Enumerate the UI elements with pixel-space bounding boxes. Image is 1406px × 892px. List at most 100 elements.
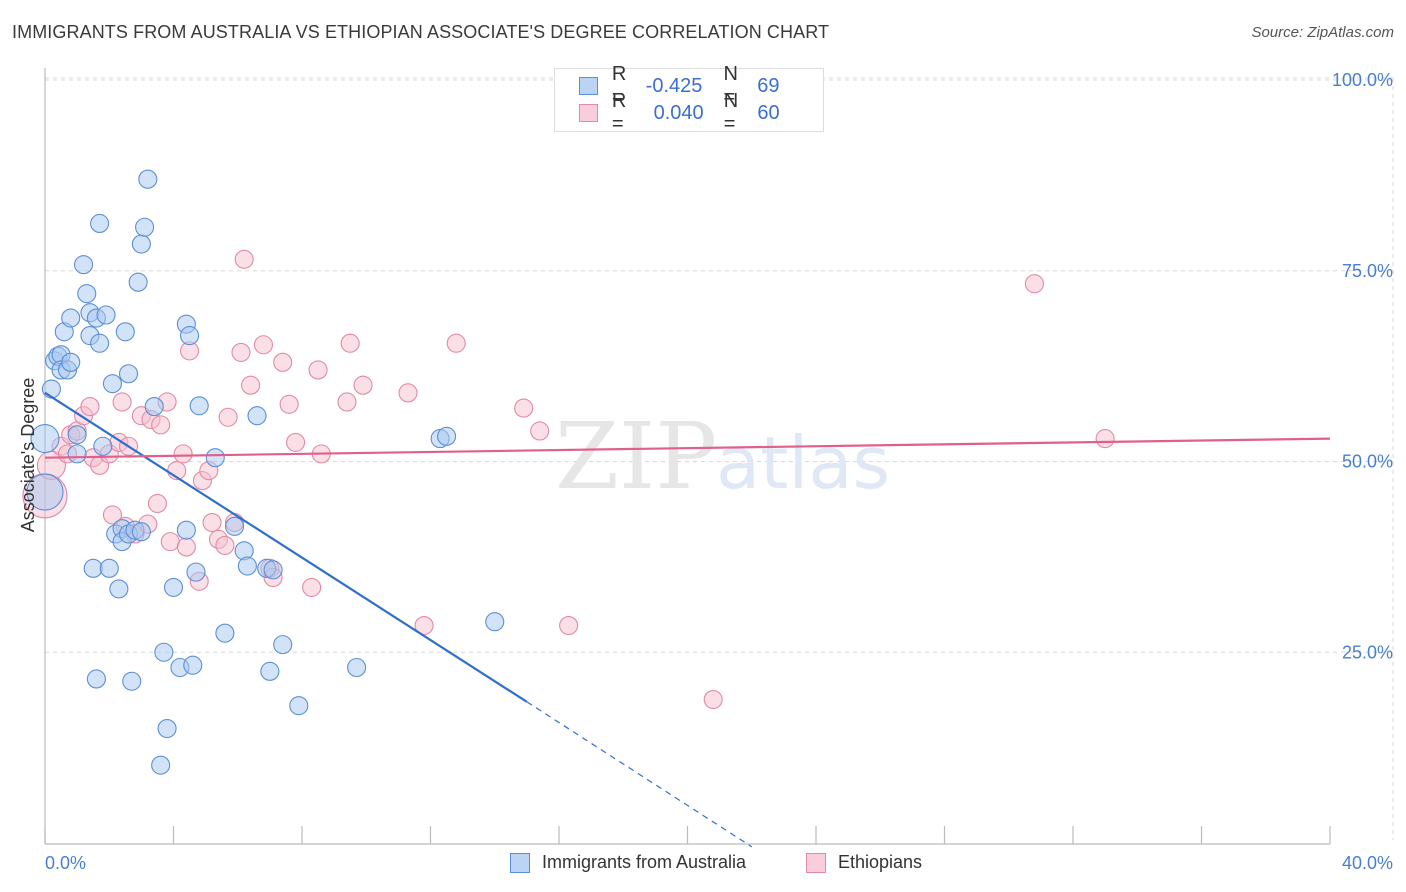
y-tick-label: 100.0% bbox=[1332, 70, 1393, 90]
data-point bbox=[437, 426, 457, 446]
data-point bbox=[414, 615, 434, 636]
trend-lines bbox=[44, 391, 1331, 848]
data-point bbox=[703, 690, 723, 710]
data-point bbox=[234, 249, 254, 269]
data-point bbox=[215, 623, 235, 643]
y-tick-label: 75.0% bbox=[1342, 261, 1393, 281]
data-point bbox=[41, 379, 61, 399]
x-tick-label: 0.0% bbox=[45, 853, 86, 873]
data-point bbox=[61, 308, 81, 328]
data-point bbox=[289, 696, 309, 716]
data-point bbox=[122, 671, 142, 691]
data-point bbox=[90, 333, 110, 353]
series-legend-item-ethiopians: Ethiopians bbox=[806, 852, 922, 873]
trend-line-blue-extension bbox=[526, 701, 753, 848]
data-point bbox=[61, 352, 81, 372]
data-point bbox=[189, 396, 209, 416]
data-point bbox=[151, 755, 171, 775]
data-point bbox=[80, 397, 100, 417]
data-point bbox=[112, 392, 132, 412]
data-point bbox=[74, 255, 94, 275]
data-point bbox=[118, 364, 139, 384]
data-point bbox=[173, 444, 193, 464]
legend-n-value: 60 bbox=[757, 101, 780, 124]
data-point bbox=[109, 579, 129, 599]
data-point bbox=[1095, 429, 1115, 449]
data-point bbox=[559, 615, 579, 636]
legend-r-value: 0.040 bbox=[653, 101, 704, 124]
data-point bbox=[247, 406, 267, 426]
data-point bbox=[485, 612, 505, 632]
data-point bbox=[102, 505, 123, 525]
data-point bbox=[115, 322, 135, 342]
data-point bbox=[176, 520, 196, 540]
series-legend: Immigrants from Australia Ethiopians bbox=[0, 852, 1406, 878]
data-point bbox=[157, 718, 177, 739]
legend-r-label: R = bbox=[611, 63, 627, 108]
data-point bbox=[183, 655, 203, 675]
series-swatch-pink bbox=[806, 852, 826, 873]
data-point bbox=[30, 424, 60, 454]
y-tick-labels: 25.0% 50.0% 75.0% 100.0% bbox=[1332, 70, 1393, 662]
legend-r-value: -0.425 bbox=[645, 74, 703, 97]
data-point bbox=[144, 397, 164, 417]
legend-r-label: R = bbox=[611, 90, 627, 135]
data-point bbox=[180, 326, 200, 346]
data-point bbox=[446, 333, 466, 353]
legend-swatch-blue bbox=[579, 77, 598, 95]
data-point bbox=[135, 217, 155, 237]
legend-n-label: N = bbox=[723, 90, 739, 135]
data-point bbox=[237, 556, 257, 576]
data-point bbox=[308, 360, 328, 380]
source-label: Source: ZipAtlas.com bbox=[1251, 24, 1394, 41]
trend-line-pink bbox=[44, 437, 1331, 459]
data-point bbox=[340, 333, 360, 353]
data-point bbox=[138, 169, 158, 189]
data-point bbox=[205, 448, 225, 468]
data-point bbox=[131, 522, 151, 542]
legend-n-label: N = bbox=[723, 63, 738, 108]
chart-title: IMMIGRANTS FROM AUSTRALIA VS ETHIOPIAN A… bbox=[12, 22, 830, 42]
data-point bbox=[347, 657, 367, 678]
data-point bbox=[263, 560, 283, 580]
legend-row-blue: R = -0.425 N = 69 bbox=[579, 63, 823, 108]
data-point bbox=[102, 374, 123, 394]
series-legend-label: Immigrants from Australia bbox=[542, 852, 747, 872]
data-point bbox=[302, 577, 322, 597]
trend-line-blue bbox=[44, 391, 528, 703]
data-point bbox=[154, 642, 174, 662]
x-tick-labels: 0.0% 40.0% bbox=[45, 853, 1393, 873]
data-point bbox=[273, 635, 293, 655]
series-legend-item-australia: Immigrants from Australia bbox=[510, 852, 746, 873]
data-point bbox=[241, 375, 261, 395]
data-point bbox=[215, 535, 235, 555]
y-tick-label: 25.0% bbox=[1342, 642, 1393, 662]
data-point bbox=[90, 213, 110, 233]
data-point bbox=[77, 284, 97, 304]
data-point bbox=[353, 375, 373, 395]
data-point bbox=[26, 473, 64, 511]
axes bbox=[44, 68, 1331, 845]
data-point bbox=[160, 532, 180, 552]
data-point bbox=[1024, 274, 1044, 294]
data-point bbox=[231, 342, 251, 362]
data-point bbox=[128, 272, 148, 292]
data-point bbox=[218, 407, 238, 427]
data-point bbox=[286, 432, 306, 452]
data-point bbox=[530, 421, 550, 441]
data-point bbox=[96, 305, 116, 325]
y-axis-title: Associate's Degree bbox=[18, 378, 38, 533]
data-point bbox=[202, 512, 222, 533]
legend-swatch-pink bbox=[579, 104, 598, 122]
series-swatch-blue bbox=[510, 852, 530, 873]
watermark-zip: ZIP bbox=[555, 403, 717, 510]
data-point bbox=[176, 537, 196, 557]
data-point bbox=[67, 425, 87, 445]
data-point bbox=[186, 562, 206, 582]
data-point bbox=[337, 392, 357, 412]
watermark-atlas: atlas bbox=[716, 421, 890, 505]
data-point bbox=[253, 335, 274, 355]
data-point bbox=[151, 415, 171, 435]
data-point bbox=[147, 493, 167, 514]
